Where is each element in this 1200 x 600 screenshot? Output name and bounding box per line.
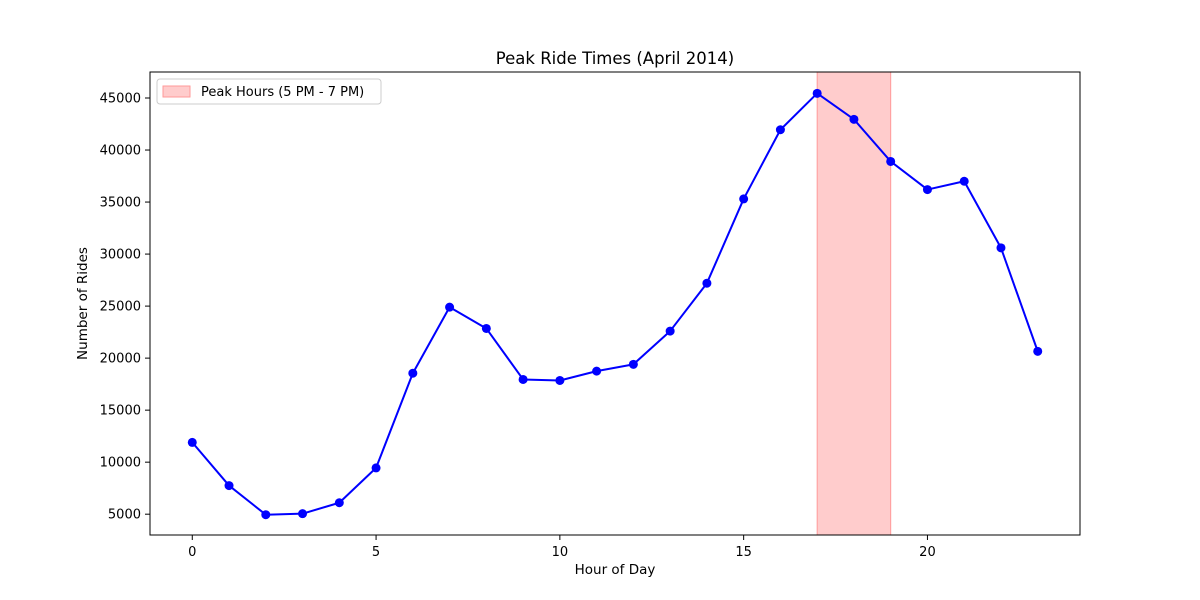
legend-swatch <box>162 85 191 98</box>
series-layer <box>187 88 1043 520</box>
x-tick-label: 15 <box>735 545 752 560</box>
data-point <box>702 278 712 288</box>
data-point <box>518 374 528 384</box>
y-axis-title: Number of Rides <box>75 247 91 360</box>
data-point <box>224 481 234 491</box>
x-tick-label: 20 <box>919 545 936 560</box>
legend-box <box>156 78 382 105</box>
x-axis-title: Hour of Day <box>575 562 656 578</box>
y-tick-label: 10000 <box>100 456 141 471</box>
data-point <box>922 185 932 195</box>
data-point <box>628 359 638 369</box>
data-point <box>886 156 896 166</box>
data-point <box>408 368 418 378</box>
data-point <box>775 125 785 135</box>
data-point <box>334 498 344 508</box>
x-tick-label: 10 <box>552 545 569 560</box>
x-tick-label: 0 <box>188 545 196 560</box>
data-point <box>445 302 455 312</box>
y-tick-label: 15000 <box>100 404 141 419</box>
y-tick-label: 35000 <box>100 196 141 211</box>
data-point <box>665 326 675 336</box>
legend: Peak Hours (5 PM - 7 PM) <box>156 78 382 105</box>
chart-title: Peak Ride Times (April 2014) <box>496 49 734 68</box>
data-point <box>1033 346 1043 356</box>
y-tick-label: 25000 <box>100 300 141 315</box>
x-tick-label: 5 <box>372 545 380 560</box>
data-point <box>555 375 565 385</box>
data-point <box>371 463 381 473</box>
highlight-layer <box>816 71 892 536</box>
x-axis: 0 5 10 15 20 <box>188 535 936 560</box>
data-point <box>959 176 969 186</box>
data-point <box>812 88 822 98</box>
peak-hours-band <box>816 71 892 536</box>
y-tick-label: 30000 <box>100 248 141 263</box>
y-tick-label: 5000 <box>108 508 141 523</box>
data-point <box>739 194 749 204</box>
data-point <box>187 437 197 447</box>
data-point <box>261 510 271 520</box>
data-point <box>849 114 859 124</box>
series-line <box>191 92 1039 516</box>
y-tick-label: 45000 <box>100 92 141 107</box>
legend-label: Peak Hours (5 PM - 7 PM) <box>201 85 364 100</box>
data-point <box>592 366 602 376</box>
data-point <box>996 243 1006 253</box>
plot-area-frame <box>149 71 1081 536</box>
data-point <box>298 509 308 519</box>
y-tick-label: 20000 <box>100 352 141 367</box>
y-axis: 5000 10000 15000 20000 25000 30000 35000 40000 4… <box>100 92 150 523</box>
y-tick-label: 40000 <box>100 144 141 159</box>
data-point <box>481 323 491 333</box>
